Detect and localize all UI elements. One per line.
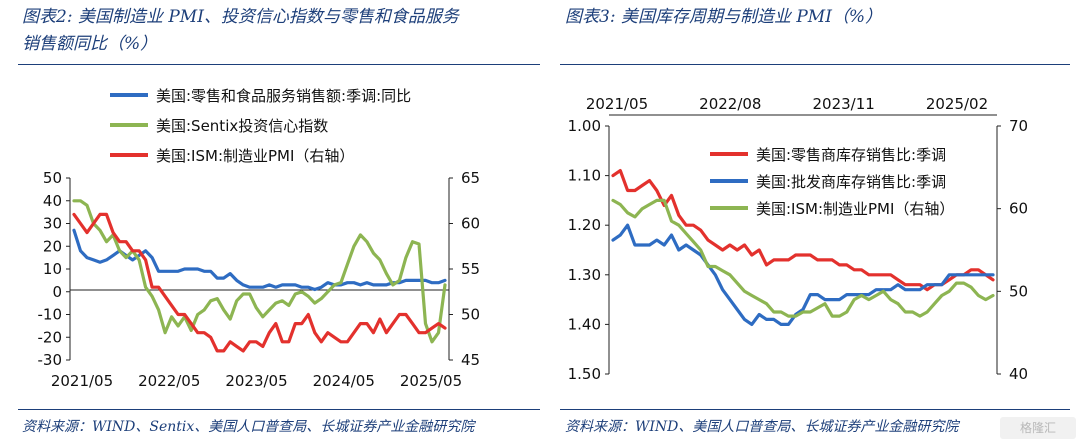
watermark-logo: 格隆汇: [1000, 417, 1076, 439]
chart2-left-tick-label: 40: [43, 192, 62, 210]
chart3-series-line-2: [611, 223, 995, 326]
chart3-x-tick-label: 2025/02: [926, 95, 988, 113]
chart2-title-line2: 销售额同比（%）: [22, 34, 158, 54]
chart3-left-tick-label: 1.10: [568, 167, 601, 185]
chart2-x-tick-label: 2024/05: [313, 372, 375, 390]
chart3-left-tick-label: 1.50: [568, 365, 601, 383]
chart2-x-tick-label: 2022/05: [138, 372, 200, 390]
chart3-x-tick-label: 2021/05: [586, 95, 648, 113]
chart2-footer-rule: [18, 409, 540, 410]
chart3-source: 资料来源：WIND、美国人口普查局、长城证券产业金融研究院: [565, 419, 959, 435]
chart2-left-tick-label: -30: [38, 351, 63, 369]
chart3-right-tick-label: 70: [1009, 117, 1028, 135]
chart3-left-tick-label: 1.30: [568, 266, 601, 284]
chart3-right-tick-label: 40: [1009, 365, 1028, 383]
chart2-left-tick-label: 10: [43, 260, 62, 278]
chart2-right-tick-label: 60: [461, 215, 480, 233]
chart2-legend-label-1: 美国:零售和食品服务销售额:季调:同比: [156, 87, 411, 105]
chart3-left-tick-label: 1.40: [568, 315, 601, 333]
chart3-line-chart: 1.00 1.10 1.20 1.30 1.40 1.50 70 60 50 40 2021/05 2…: [568, 95, 1029, 383]
chart2-x-tick-label: 2023/05: [225, 372, 287, 390]
chart3-legend-label-3: 美国:ISM:制造业PMI（右轴）: [756, 200, 954, 218]
chart2-left-tick-label: -10: [38, 306, 63, 324]
chart2-right-tick-label: 65: [461, 169, 480, 187]
chart2-legend-label-2: 美国:Sentix投资信心指数: [156, 117, 328, 135]
chart3-right-tick-label: 60: [1009, 200, 1028, 218]
chart2-series-line-3: [72, 212, 447, 353]
chart3-right-tick-label: 50: [1009, 282, 1028, 300]
chart3-series-line-3: [611, 198, 995, 318]
chart2-title-rule: [18, 64, 540, 65]
chart3-title-line1: 图表3: 美国库存周期与制造业 PMI（%）: [565, 7, 883, 27]
chart2-right-tick-label: 45: [461, 351, 480, 369]
chart3-footer-rule: [560, 409, 1070, 410]
chart3-title: 图表3: 美国库存周期与制造业 PMI（%）: [565, 4, 882, 31]
chart2-line-chart: 50 40 30 20 10 0 -10 -20 -30 65 60 55 50 45 2021/05 202…: [38, 87, 481, 390]
chart2-left-tick-label: 0: [52, 283, 62, 301]
chart2-title: 图表2: 美国制造业 PMI、投资信心指数与零售和食品服务 销售额同比（%）: [22, 4, 459, 58]
chart2-source: 资料来源：WIND、Sentix、美国人口普查局、长城证券产业金融研究院: [22, 419, 475, 435]
chart2-left-tick-label: 20: [43, 237, 62, 255]
chart2-x-tick-label: 2021/05: [51, 372, 113, 390]
chart3-series-line-1: [611, 168, 995, 292]
chart3-x-tick-label: 2023/11: [813, 95, 875, 113]
chart3-title-rule: [560, 64, 1070, 65]
chart2-right-tick-label: 50: [461, 306, 480, 324]
chart2-legend-label-3: 美国:ISM:制造业PMI（右轴）: [156, 147, 354, 165]
chart2-left-tick-label: -20: [38, 328, 63, 346]
chart3-x-tick-label: 2022/08: [699, 95, 761, 113]
chart2-left-tick-label: 50: [43, 169, 62, 187]
chart3-legend-label-1: 美国:零售商库存销售比:季调: [756, 146, 946, 164]
chart2-x-tick-label: 2025/05: [400, 372, 462, 390]
chart3-legend-label-2: 美国:批发商库存销售比:季调: [756, 173, 946, 191]
chart2-right-tick-label: 55: [461, 260, 480, 278]
chart2-left-tick-label: 30: [43, 215, 62, 233]
chart3-left-tick-label: 1.20: [568, 216, 601, 234]
chart2-title-line1: 图表2: 美国制造业 PMI、投资信心指数与零售和食品服务: [22, 7, 459, 27]
chart3-left-tick-label: 1.00: [568, 117, 601, 135]
chart2-series-line-2: [72, 199, 447, 344]
